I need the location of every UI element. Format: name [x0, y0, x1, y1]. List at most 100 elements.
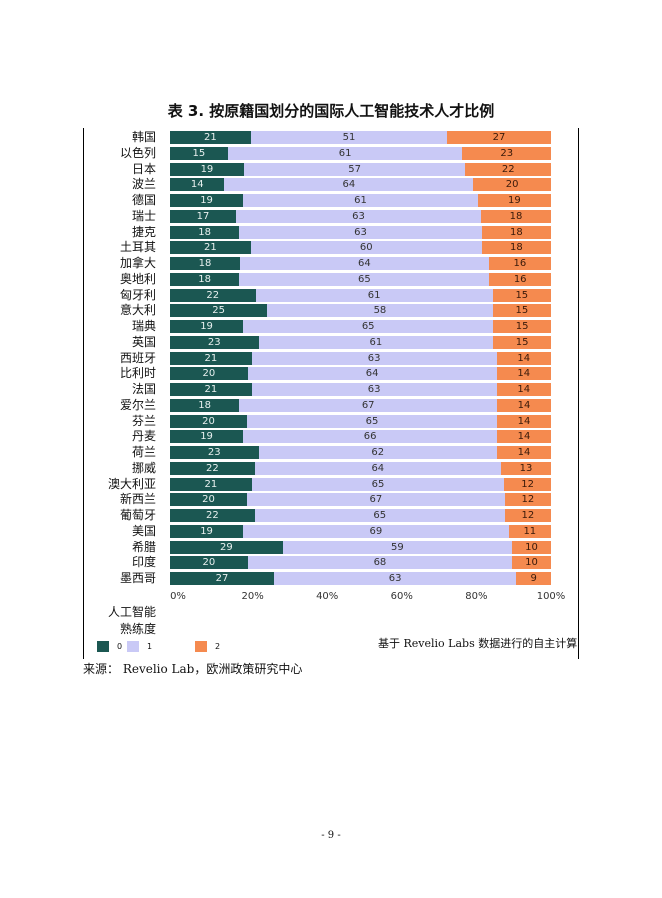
bar-segment-1: 67: [239, 398, 498, 412]
bar-segment-0: 17: [170, 209, 237, 223]
bar-segment-0: 19: [170, 162, 244, 176]
bar-row: 29 59 10: [170, 540, 551, 554]
category-label: 捷克: [131, 224, 156, 239]
bar-segment-2: 16: [488, 257, 551, 270]
x-tick-label: 20%: [241, 591, 264, 602]
source-line: 来源： Revelio Lab，欧洲政策研究中心: [83, 662, 303, 676]
bar-segment-0: 20: [170, 414, 247, 428]
category-label: 瑞士: [131, 208, 156, 223]
bar-segment-0: 18: [170, 398, 240, 412]
category-label: 意大利: [119, 303, 156, 318]
bar-row: 21 51 27: [170, 131, 551, 144]
bar-row: 23 62 14: [170, 446, 551, 459]
bar-segment-1: 64: [239, 257, 489, 270]
category-label: 澳大利亚: [107, 476, 156, 491]
bar-row: 18 64 16: [170, 257, 551, 270]
legend-item: 2: [195, 641, 220, 652]
bar-row: 18 65 16: [170, 272, 551, 286]
bar-segment-1: 57: [243, 162, 466, 176]
bar-segment-0: 25: [170, 304, 268, 318]
table-title: 表 3. 按原籍国划分的国际人工智能技术人才比例: [167, 102, 495, 120]
bar-segment-2: 12: [504, 493, 551, 507]
bar-row: 22 61 15: [170, 288, 551, 302]
bar-segment-1: 69: [243, 524, 509, 538]
category-label: 波兰: [131, 177, 156, 192]
bar-segment-0: 21: [170, 477, 252, 491]
page-number: - 9 -: [321, 830, 341, 841]
bar-segment-2: 9: [516, 572, 551, 585]
bar-row: 19 61 19: [170, 194, 551, 207]
bar-segment-1: 63: [236, 209, 481, 223]
bar-segment-2: 14: [496, 383, 551, 396]
category-label: 爱尔兰: [119, 397, 156, 412]
bar-segment-2: 13: [500, 461, 551, 475]
category-label: 奥地利: [119, 271, 156, 286]
bar-segment-2: 27: [447, 131, 551, 144]
bar-segment-2: 15: [492, 304, 551, 318]
bar-segment-2: 14: [497, 446, 551, 459]
bar-segment-1: 67: [246, 493, 505, 507]
bar-row: 21 63 14: [170, 383, 551, 396]
category-label: 比利时: [119, 366, 156, 381]
bar-row: 20 68 10: [170, 556, 551, 570]
bar-row: 27 63 9: [170, 572, 551, 585]
bar-row: 21 65 12: [170, 477, 551, 491]
bar-segment-0: 27: [170, 572, 274, 585]
category-label: 英国: [131, 334, 156, 349]
bar-segment-1: 61: [227, 146, 463, 160]
x-tick-label: 40%: [316, 591, 339, 602]
bar-segment-0: 21: [170, 241, 251, 255]
bar-segment-1: 63: [273, 572, 517, 585]
category-label: 瑞典: [131, 319, 156, 333]
bar-segment-0: 21: [170, 351, 252, 365]
bar-segment-1: 64: [224, 178, 474, 192]
bar-row: 19 69 11: [170, 524, 551, 538]
bar-segment-1: 68: [247, 556, 513, 570]
category-label: 法国: [131, 382, 156, 396]
bar-segment-0: 22: [170, 288, 256, 302]
bar-segment-2: 12: [504, 477, 551, 491]
category-label: 西班牙: [119, 350, 156, 365]
x-tick-label: 100%: [536, 591, 566, 602]
bar-row: 18 67 14: [170, 398, 551, 412]
category-label: 丹麦: [131, 429, 156, 444]
category-label: 土耳其: [119, 240, 156, 255]
bar-segment-0: 15: [170, 146, 228, 160]
bar-segment-2: 19: [477, 194, 551, 207]
bar-segment-1: 65: [246, 414, 498, 428]
bar-segment-2: 15: [492, 288, 551, 302]
legend-swatch: [127, 641, 139, 652]
bar-segment-1: 63: [251, 383, 497, 396]
bar-segment-1: 65: [254, 509, 505, 522]
bar-segment-0: 20: [170, 493, 247, 507]
bar-segment-0: 22: [170, 509, 255, 522]
legend-label: 1: [147, 642, 153, 651]
chart-note: 基于 Revelio Labs 数据进行的自主计算: [378, 637, 578, 650]
category-label: 日本: [131, 161, 156, 176]
bar-row: 19 65 15: [170, 320, 551, 333]
bar-segment-1: 61: [258, 335, 494, 349]
bar-segment-1: 60: [250, 241, 482, 255]
bar-segment-1: 64: [254, 461, 501, 475]
bar-segment-0: 20: [170, 556, 248, 570]
category-label: 希腊: [131, 539, 156, 554]
bar-segment-1: 63: [251, 351, 497, 365]
x-tick-label: 80%: [465, 591, 488, 602]
bar-segment-0: 20: [170, 367, 248, 381]
bar-segment-2: 14: [497, 414, 551, 428]
bar-segment-2: 14: [496, 367, 551, 381]
bar-row: 19 66 14: [170, 430, 551, 444]
x-tick-label: 0%: [170, 591, 186, 602]
bar-segment-2: 11: [508, 524, 551, 538]
bar-row: 17 63 18: [170, 209, 551, 223]
legend-swatch: [97, 641, 109, 652]
bar-segment-1: 66: [243, 430, 498, 444]
bar-segment-2: 10: [512, 540, 551, 554]
category-label: 韩国: [131, 130, 156, 144]
x-tick-label: 60%: [390, 591, 413, 602]
legend-swatch: [195, 641, 207, 652]
category-label: 葡萄牙: [119, 508, 156, 522]
legend-title-line: 熟练度: [119, 622, 156, 636]
frame-left-border: [83, 128, 84, 659]
bar-segment-0: 18: [170, 257, 240, 270]
